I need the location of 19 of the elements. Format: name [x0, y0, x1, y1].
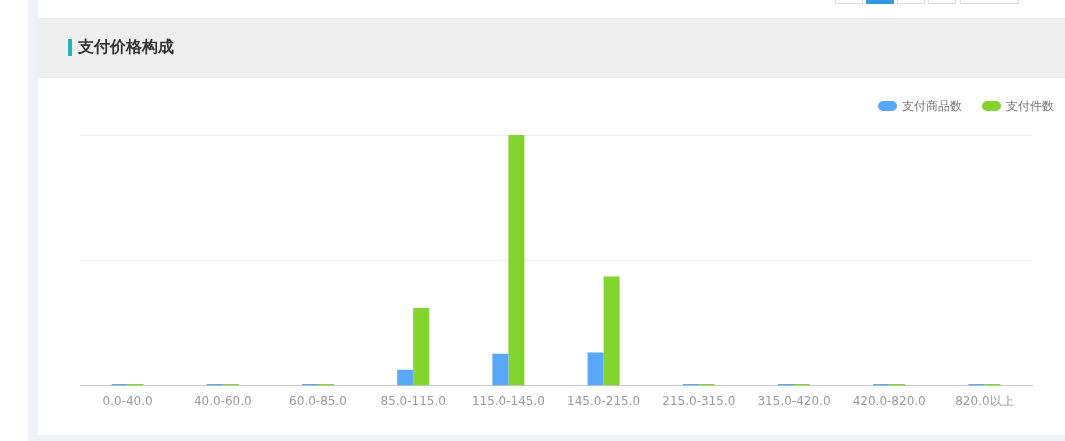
x-tick-label: 0.0-40.0	[102, 393, 153, 408]
x-tick-label: 315.0-420.0	[757, 393, 831, 408]
chart-title: 支付价格构成	[78, 36, 174, 58]
legend-label: 支付商品数	[902, 99, 962, 114]
x-tick-label: 60.0-85.0	[289, 393, 347, 408]
bar	[508, 135, 525, 386]
bar	[492, 353, 509, 386]
x-tick-label: 85.0-115.0	[380, 393, 446, 408]
bar	[587, 352, 604, 386]
x-tick-label: 820.0以上	[955, 393, 1014, 408]
x-tick-label: 145.0-215.0	[567, 393, 641, 408]
bar	[397, 369, 414, 386]
x-tick-label: 40.0-60.0	[193, 393, 252, 408]
bar	[413, 307, 430, 386]
bar	[603, 276, 620, 386]
x-tick-label: 215.0-315.0	[662, 393, 736, 408]
x-tick-label: 115.0-145.0	[471, 393, 545, 408]
x-tick-label: 420.0-820.0	[852, 393, 926, 408]
legend-label: 支付件数	[1006, 99, 1054, 114]
